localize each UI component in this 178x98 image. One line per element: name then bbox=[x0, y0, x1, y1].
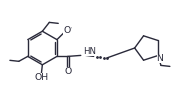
Text: N: N bbox=[156, 54, 163, 63]
Text: HN: HN bbox=[83, 47, 96, 56]
Text: O: O bbox=[63, 26, 70, 35]
Text: OH: OH bbox=[34, 73, 48, 82]
Text: O: O bbox=[64, 67, 72, 76]
